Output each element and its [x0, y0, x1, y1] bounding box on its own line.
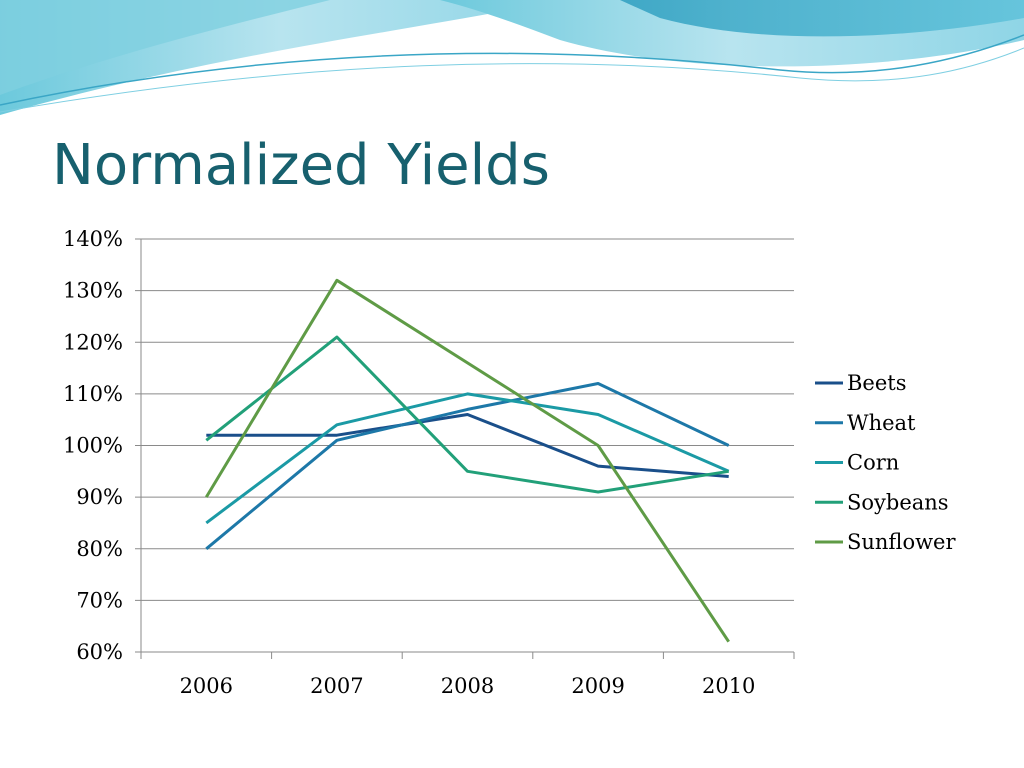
series-line-soybeans	[205, 335, 729, 494]
series-line-sunflower	[205, 278, 730, 643]
x-tick-label: 2009	[571, 674, 624, 698]
y-tick-label: 60%	[76, 640, 123, 664]
y-tick-label: 110%	[63, 382, 123, 406]
y-tick-label: 140%	[63, 227, 123, 251]
legend-label: Wheat	[847, 411, 916, 435]
header-wave-decoration	[0, 0, 1024, 115]
x-axis-tick-labels: 2006 2007 2008 2009 2010	[180, 674, 756, 698]
series-line-corn	[205, 392, 730, 525]
y-tick-label: 80%	[76, 537, 123, 561]
legend-label: Corn	[847, 451, 899, 475]
legend: Beets Wheat Corn Soybeans Sunflower	[815, 371, 956, 554]
y-tick-label: 70%	[76, 588, 123, 612]
series-line-beets	[206, 413, 729, 478]
legend-label: Soybeans	[847, 490, 949, 514]
x-tick-label: 2008	[441, 674, 494, 698]
y-tick-label: 130%	[63, 279, 123, 303]
x-tick-label: 2006	[180, 674, 233, 698]
x-tick-label: 2010	[702, 674, 755, 698]
legend-label: Sunflower	[847, 530, 956, 554]
y-tick-label: 100%	[63, 434, 123, 458]
series-line-wheat	[205, 382, 730, 550]
y-tick-label: 90%	[76, 485, 123, 509]
gridlines	[141, 238, 794, 601]
legend-item-sunflower: Sunflower	[815, 530, 956, 554]
legend-item-soybeans: Soybeans	[815, 490, 949, 514]
x-tick-label: 2007	[310, 674, 363, 698]
legend-item-wheat: Wheat	[815, 411, 916, 435]
slide-title: Normalized Yields	[52, 133, 550, 198]
legend-item-beets: Beets	[815, 371, 907, 395]
axes	[135, 238, 795, 659]
series-lines	[205, 278, 730, 643]
y-tick-label: 120%	[63, 330, 123, 354]
y-axis-tick-labels: 60% 70% 80% 90% 100% 110% 120% 130% 140%	[63, 227, 123, 664]
legend-label: Beets	[847, 371, 907, 395]
legend-item-corn: Corn	[815, 451, 899, 475]
